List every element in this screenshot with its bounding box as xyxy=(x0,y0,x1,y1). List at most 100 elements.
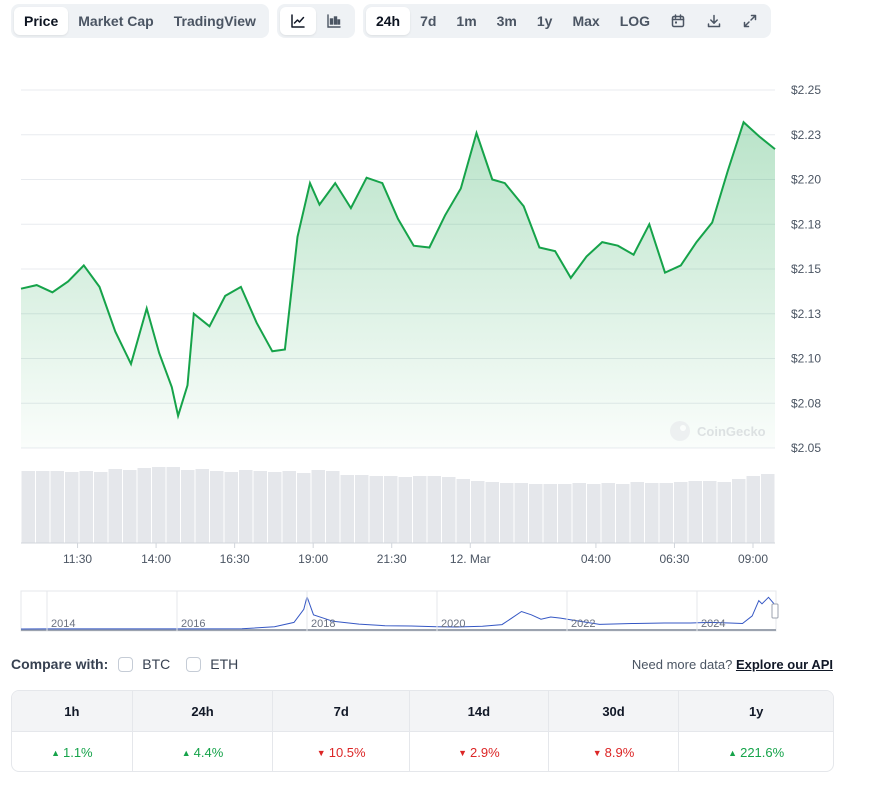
volume-bar xyxy=(326,471,340,543)
change-percent: 1.1% xyxy=(62,745,93,760)
volume-bar xyxy=(108,469,122,543)
x-tick-label: 12. Mar xyxy=(450,552,491,566)
volume-bar xyxy=(384,476,398,543)
volume-bar xyxy=(427,476,441,543)
change-value-14d: ▼ 2.9% xyxy=(410,732,549,771)
tab-log-scale[interactable]: LOG xyxy=(619,13,651,29)
caret-up-icon: ▲ xyxy=(728,747,738,758)
change-value-7d: ▼ 10.5% xyxy=(273,732,411,771)
coingecko-watermark: CoinGecko xyxy=(670,421,766,441)
period-header-1h: 1h xyxy=(12,691,133,731)
volume-bar xyxy=(297,473,311,543)
chart-type-tabs: Price Market Cap TradingView xyxy=(11,4,269,38)
volume-bar xyxy=(442,477,456,543)
api-promo: Need more data? Explore our API xyxy=(632,657,833,672)
tab-range-1m[interactable]: 1m xyxy=(456,13,477,29)
volume-bar xyxy=(268,472,282,543)
navigator-year-label: 2018 xyxy=(311,618,335,630)
change-percent: 10.5% xyxy=(328,745,366,760)
navigator-year-label: 2022 xyxy=(571,618,595,630)
change-value-24h: ▲ 4.4% xyxy=(133,732,274,771)
navigator-year-label: 2024 xyxy=(701,618,725,630)
volume-bar xyxy=(413,476,427,543)
y-tick-label: $2.25 xyxy=(791,83,821,97)
navigator-year-label: 2020 xyxy=(441,618,465,630)
y-axis-labels: $2.25 $2.23 $2.20 $2.18 $2.15 $2.13 $2.10 $2.08… xyxy=(791,83,821,455)
chart-style-toggle xyxy=(276,4,355,38)
y-tick-label: $2.20 xyxy=(791,173,821,187)
volume-bar xyxy=(282,471,296,543)
tab-price[interactable]: Price xyxy=(14,7,69,35)
performance-table: 1h 24h 7d 14d 30d 1y ▲ 1.1% ▲ 4.4% ▼ 10.5% ▼ 2.9% ▼ 8.… xyxy=(11,690,834,772)
time-range-tabs: 24h 7d 1m 3m 1y Max LOG xyxy=(362,4,772,38)
volume-bar xyxy=(543,484,557,543)
volume-bar xyxy=(166,467,180,543)
caret-down-icon: ▼ xyxy=(316,747,326,758)
volume-bar xyxy=(340,475,354,543)
volume-bar xyxy=(674,482,688,543)
y-tick-label: $2.13 xyxy=(791,307,821,321)
volume-bar xyxy=(369,476,383,543)
volume-bar xyxy=(471,481,485,543)
volume-bar xyxy=(79,471,93,543)
tab-range-24h[interactable]: 24h xyxy=(365,7,411,35)
y-tick-label: $2.10 xyxy=(791,352,821,366)
volume-bar xyxy=(253,471,267,543)
change-percent: 4.4% xyxy=(193,745,224,760)
range-navigator[interactable]: 2014 2016 2018 2020 2022 2024 xyxy=(20,590,779,632)
volume-bar xyxy=(311,470,325,543)
watermark-text: CoinGecko xyxy=(697,424,766,439)
tab-range-7d[interactable]: 7d xyxy=(420,13,437,29)
volume-bar xyxy=(398,477,412,543)
volume-bar xyxy=(239,470,253,543)
x-tick-label: 14:00 xyxy=(141,552,171,566)
volume-bar xyxy=(195,469,209,543)
tab-tradingview[interactable]: TradingView xyxy=(173,13,256,29)
explore-api-link[interactable]: Explore our API xyxy=(735,657,833,672)
change-percent: 221.6% xyxy=(740,745,785,760)
compare-eth-checkbox[interactable]: ETH xyxy=(186,656,238,672)
volume-bar xyxy=(659,483,673,543)
navigator-handle[interactable] xyxy=(771,603,779,619)
chart-toolbar: Price Market Cap TradingView 24h 7d 1m 3… xyxy=(11,4,772,38)
volume-bar xyxy=(456,479,470,543)
volume-bar xyxy=(746,476,760,543)
volume-bar xyxy=(355,475,369,543)
line-chart-icon[interactable] xyxy=(279,7,316,35)
x-tick-label: 04:00 xyxy=(581,552,611,566)
x-tick-label: 09:00 xyxy=(738,552,768,566)
volume-bars xyxy=(21,467,775,544)
period-header-14d: 14d xyxy=(410,691,549,731)
volume-bar xyxy=(761,474,775,543)
tab-market-cap[interactable]: Market Cap xyxy=(78,13,154,29)
performance-header-row: 1h 24h 7d 14d 30d 1y xyxy=(12,691,833,732)
volume-bar xyxy=(152,467,166,543)
compare-section: Compare with: BTC ETH xyxy=(11,656,254,672)
x-tick-label: 16:30 xyxy=(220,552,250,566)
download-icon[interactable] xyxy=(696,7,732,35)
api-promo-text: Need more data? xyxy=(631,657,733,672)
x-tick-label: 11:30 xyxy=(63,552,92,566)
volume-bar xyxy=(181,470,195,543)
navigator-year-label: 2016 xyxy=(181,618,205,630)
candlestick-chart-icon[interactable] xyxy=(316,7,352,35)
tab-range-1y[interactable]: 1y xyxy=(536,13,553,29)
compare-btc-checkbox[interactable]: BTC xyxy=(118,656,170,672)
volume-bar xyxy=(572,483,586,543)
checkbox-box[interactable] xyxy=(118,656,134,672)
caret-down-icon: ▼ xyxy=(592,747,602,758)
period-header-1y: 1y xyxy=(748,703,764,719)
price-chart[interactable]: $2.25 $2.23 $2.20 $2.18 $2.15 $2.13 $2.10 $2.08… xyxy=(0,40,870,640)
y-tick-label: $2.15 xyxy=(791,262,821,276)
tab-range-max[interactable]: Max xyxy=(572,13,600,29)
period-header-24h: 24h xyxy=(133,691,274,731)
volume-bar xyxy=(529,484,543,543)
change-value-30d: ▼ 8.9% xyxy=(549,732,680,771)
checkbox-box[interactable] xyxy=(186,656,202,672)
calendar-icon[interactable] xyxy=(660,7,696,35)
y-tick-label: $2.05 xyxy=(791,441,821,455)
volume-bar xyxy=(94,472,108,543)
expand-icon[interactable] xyxy=(732,7,768,35)
volume-bar xyxy=(601,483,615,543)
tab-range-3m[interactable]: 3m xyxy=(496,13,517,29)
